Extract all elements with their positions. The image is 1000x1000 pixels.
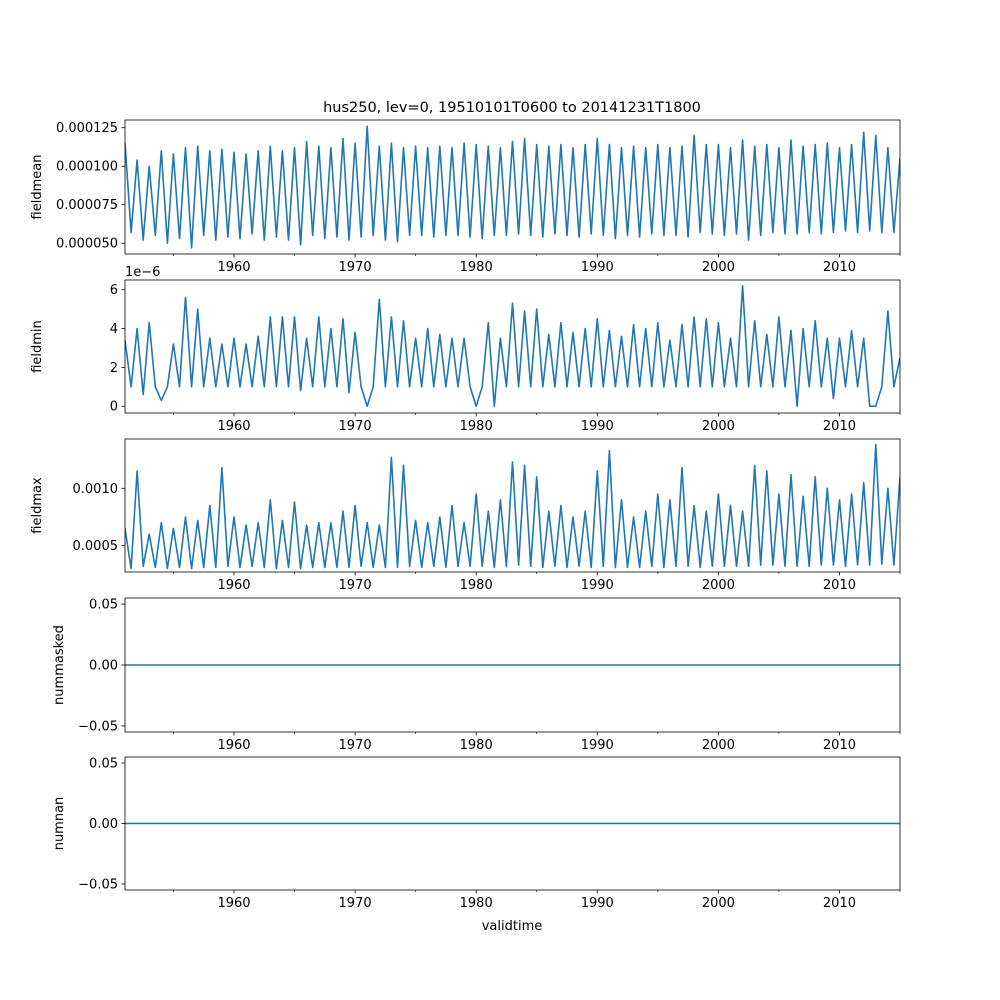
x-tick-label: 1980 [460,578,493,593]
y-tick-label: −0.05 [78,719,118,734]
x-tick-label: 1980 [460,260,493,275]
panels: 0.000050 0.000075 0.000100 0.000125 1960 1970… [30,119,901,911]
subplot-fieldmean: 0.000050 0.000075 0.000100 0.000125 1960 1970… [30,119,901,275]
subplot-fieldmin: 0 2 4 6 1960 1970 1980 1990 2000 2010 fieldmin 1e−6 [30,265,901,434]
x-tick-label: 2000 [702,738,735,753]
y-axis-label: fieldmin [30,320,45,373]
x-tick-label: 2010 [823,738,856,753]
x-tick-label: 1980 [460,896,493,911]
y-axis-label: nummasked [52,625,67,705]
x-tick-label: 2010 [823,419,856,434]
y-tick-label: 0.000075 [56,198,118,213]
x-tick-label: 2000 [702,578,735,593]
x-tick-label: 1990 [581,738,614,753]
x-tick-label: 1980 [460,419,493,434]
y-tick-label: 0.00 [89,659,118,674]
y-tick-label: 0.05 [89,757,118,772]
y-tick-label: 0.0005 [73,539,119,554]
x-tick-label: 2000 [702,260,735,275]
x-axis-label: validtime [482,919,543,934]
y-tick-label: 4 [110,322,118,337]
y-tick-label: −0.05 [78,877,118,892]
subplot-nummasked: −0.05 0.00 0.05 1960 1970 1980 1990 2000 2010 num… [52,598,901,753]
axes-frame [124,438,901,573]
subplot-fieldmax: 0.0005 0.0010 1960 1970 1980 1990 2000 2010 fiel… [30,438,901,593]
x-tick-label: 1970 [339,578,372,593]
x-tick-label: 1960 [217,260,250,275]
y-axis-label: numnan [52,797,67,851]
x-tick-label: 2000 [702,896,735,911]
x-tick-label: 1960 [217,578,250,593]
y-tick-label: 0 [110,400,118,415]
x-tick-label: 1970 [339,896,372,911]
x-tick-label: 2010 [823,260,856,275]
axes-frame [124,279,901,414]
y-tick-label: 6 [110,283,118,298]
x-tick-label: 2010 [823,896,856,911]
y-tick-label: 0.000100 [56,160,118,175]
x-tick-label: 1970 [339,260,372,275]
x-tick-label: 1980 [460,738,493,753]
series-line-fieldmax [125,443,900,570]
x-tick-label: 1970 [339,738,372,753]
y-tick-label: 2 [110,361,118,376]
y-axis-label: fieldmean [30,155,45,220]
x-tick-label: 1990 [581,260,614,275]
x-tick-label: 1990 [581,419,614,434]
x-tick-label: 2010 [823,578,856,593]
x-tick-label: 1970 [339,419,372,434]
subplot-numnan: −0.05 0.00 0.05 1960 1970 1980 1990 2000 2010 num… [52,757,901,911]
y-tick-label: 0.000125 [56,121,118,136]
x-tick-label: 2000 [702,419,735,434]
y-tick-label: 0.000050 [56,237,118,252]
x-tick-label: 1990 [581,578,614,593]
axes-frame [124,119,901,255]
x-tick-label: 1960 [217,419,250,434]
y-offset-text: 1e−6 [125,265,160,280]
y-tick-label: 0.05 [89,598,118,613]
y-axis-label: fieldmax [30,477,45,534]
y-tick-label: 0.0010 [73,482,119,497]
figure-title: hus250, lev=0, 19510101T0600 to 20141231… [323,100,701,116]
x-tick-label: 1960 [217,896,250,911]
x-tick-label: 1990 [581,896,614,911]
series-line-fieldmin [125,284,900,408]
y-tick-label: 0.00 [89,817,118,832]
x-tick-label: 1960 [217,738,250,753]
series-line-fieldmean [125,125,900,249]
